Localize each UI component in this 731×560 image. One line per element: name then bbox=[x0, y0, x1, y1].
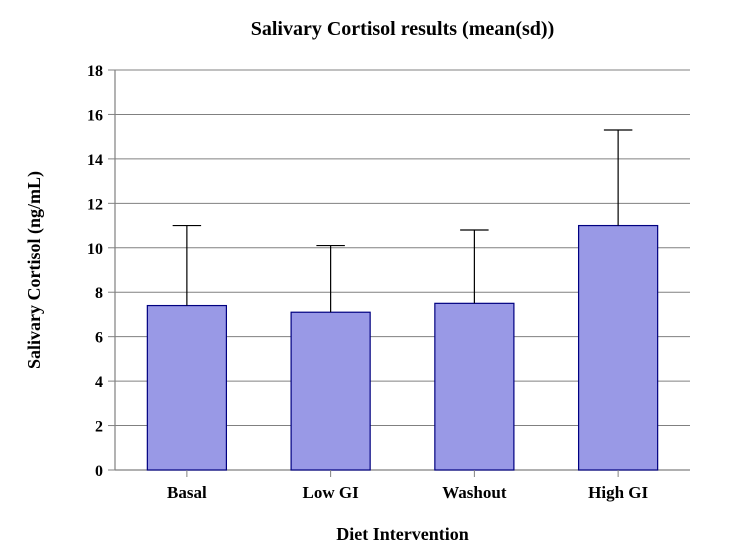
y-tick-label: 6 bbox=[95, 330, 103, 347]
y-tick-label: 10 bbox=[87, 241, 103, 258]
chart-svg: 0 2 4 6 8 10 12 14 16 18 Basal Low GI Washout High GI… bbox=[0, 0, 731, 560]
category-label: High GI bbox=[588, 483, 648, 502]
y-tick-label: 2 bbox=[95, 419, 103, 436]
bar bbox=[435, 303, 514, 470]
y-tick-label: 4 bbox=[95, 374, 103, 391]
category-label: Low GI bbox=[303, 483, 360, 502]
bar bbox=[579, 226, 658, 470]
cortisol-bar-chart: 0 2 4 6 8 10 12 14 16 18 Basal Low GI Washout High GI… bbox=[0, 0, 731, 560]
y-tick-label: 12 bbox=[87, 196, 103, 213]
y-tick-label: 16 bbox=[87, 107, 103, 124]
y-tick-label: 0 bbox=[95, 463, 103, 480]
category-label: Basal bbox=[167, 483, 207, 502]
y-axis-label: Salivary Cortisol (ng/mL) bbox=[24, 171, 45, 369]
y-tick-label: 14 bbox=[87, 152, 103, 169]
y-tick-label: 8 bbox=[95, 285, 103, 302]
bar bbox=[291, 312, 370, 470]
x-axis-label: Diet Intervention bbox=[336, 524, 468, 544]
category-label: Washout bbox=[442, 483, 507, 502]
y-tick-label: 18 bbox=[87, 63, 103, 80]
chart-title: Salivary Cortisol results (mean(sd)) bbox=[251, 18, 555, 40]
bar bbox=[147, 306, 226, 470]
